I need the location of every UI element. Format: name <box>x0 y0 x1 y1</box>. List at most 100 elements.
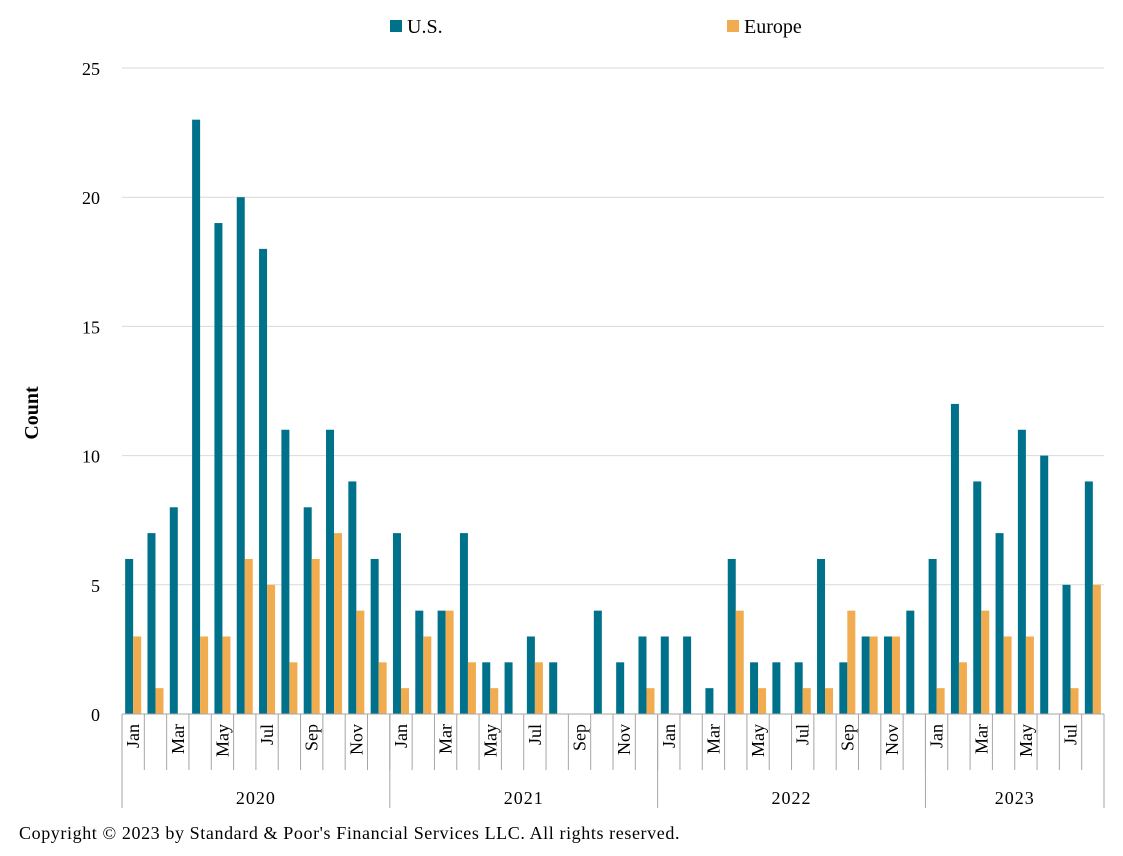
bar-europe <box>490 688 499 714</box>
bar-europe <box>445 610 454 714</box>
bar-europe <box>1070 688 1079 714</box>
bar-us <box>1062 584 1071 714</box>
bar-europe <box>802 688 811 714</box>
bar-us <box>504 662 513 714</box>
year-label: 2023 <box>995 788 1035 808</box>
bar-europe <box>1092 584 1101 714</box>
x-tick-label: Mar <box>971 724 991 754</box>
x-tick-label: Jan <box>391 724 411 748</box>
bar-us <box>415 610 424 714</box>
x-tick-label: Jul <box>257 724 277 745</box>
x-tick-label: Jul <box>525 724 545 745</box>
bar-europe <box>467 662 476 714</box>
bar-europe <box>311 558 320 714</box>
x-tick-label: May <box>480 724 500 757</box>
bar-us <box>482 662 491 714</box>
bar-europe <box>400 688 409 714</box>
x-tick-label: Nov <box>614 724 634 755</box>
bar-us <box>794 662 803 714</box>
bar-us <box>593 610 602 714</box>
bar-us <box>839 662 848 714</box>
bar-us <box>861 636 870 714</box>
y-tick-label: 20 <box>82 188 100 208</box>
bar-europe <box>735 610 744 714</box>
x-tick-label: Nov <box>346 724 366 755</box>
bar-us <box>1084 481 1093 714</box>
bar-europe <box>244 558 253 714</box>
bar-us <box>147 533 156 714</box>
bar-europe <box>289 662 298 714</box>
x-tick-label: Jan <box>927 724 947 748</box>
bar-us <box>683 636 692 714</box>
bar-us <box>392 533 401 714</box>
x-tick-label: May <box>748 724 768 757</box>
x-tick-label: Mar <box>168 724 188 754</box>
x-tick-label: Sep <box>837 724 857 751</box>
legend-swatch-europe <box>727 20 739 32</box>
y-axis-ticks: 0 5 10 15 20 25 <box>82 59 100 725</box>
bar-us <box>950 403 959 714</box>
legend-label-europe: Europe <box>744 16 802 38</box>
bar-us <box>259 248 268 714</box>
bar-us <box>1040 455 1049 714</box>
bar-us <box>459 533 468 714</box>
bar-europe <box>958 662 967 714</box>
bar-europe <box>334 533 343 714</box>
bar-europe <box>1003 636 1012 714</box>
bar-us <box>727 558 736 714</box>
bar-us <box>705 688 714 714</box>
y-tick-label: 5 <box>91 576 100 596</box>
x-tick-label: May <box>1016 724 1036 757</box>
bar-europe <box>534 662 543 714</box>
bar-chart: U.S. Europe Count 0 5 10 15 20 25 Jan Mar May Ju… <box>21 16 1105 808</box>
legend: U.S. Europe <box>390 16 802 38</box>
y-axis-label: Count <box>21 386 43 440</box>
x-tick-label: Mar <box>436 724 456 754</box>
bar-europe <box>936 688 945 714</box>
bar-us <box>303 507 312 714</box>
bar-us <box>549 662 558 714</box>
year-label: 2021 <box>504 788 544 808</box>
bar-us <box>973 481 982 714</box>
bar-us <box>1017 429 1026 714</box>
bar-us <box>928 558 937 714</box>
bar-us <box>817 558 826 714</box>
bar-europe <box>378 662 387 714</box>
bar-europe <box>356 610 365 714</box>
bar-us <box>616 662 625 714</box>
bar-us <box>370 558 379 714</box>
y-tick-label: 25 <box>82 59 100 79</box>
x-tick-label: Jul <box>1061 724 1081 745</box>
legend-swatch-us <box>390 20 402 32</box>
bar-us <box>638 636 647 714</box>
bar-europe <box>222 636 231 714</box>
bar-europe <box>825 688 834 714</box>
bar-europe <box>869 636 878 714</box>
bar-us <box>995 533 1004 714</box>
x-axis: Jan Mar May Jul Sep Nov Jan Mar May Jul Sep Nov Jan M… <box>121 713 1105 808</box>
bar-europe <box>133 636 142 714</box>
bar-europe <box>200 636 209 714</box>
year-label: 2022 <box>772 788 812 808</box>
y-tick-label: 10 <box>82 447 100 467</box>
bar-us <box>348 481 357 714</box>
bar-europe <box>646 688 655 714</box>
bar-europe <box>155 688 164 714</box>
x-tick-label: Nov <box>882 724 902 755</box>
bar-us <box>236 197 245 714</box>
bar-us <box>883 636 892 714</box>
x-tick-label: Jul <box>793 724 813 745</box>
x-tick-label: Mar <box>703 724 723 754</box>
x-tick-label: Sep <box>302 724 322 751</box>
bar-us <box>326 429 335 714</box>
bar-us <box>437 610 446 714</box>
bar-europe <box>758 688 767 714</box>
bar-us <box>526 636 535 714</box>
y-tick-label: 15 <box>82 317 100 337</box>
bar-europe <box>423 636 432 714</box>
bars <box>125 119 1101 715</box>
bar-europe <box>891 636 900 714</box>
x-tick-label: May <box>212 724 232 757</box>
bar-us <box>125 558 134 714</box>
legend-label-us: U.S. <box>407 16 443 38</box>
